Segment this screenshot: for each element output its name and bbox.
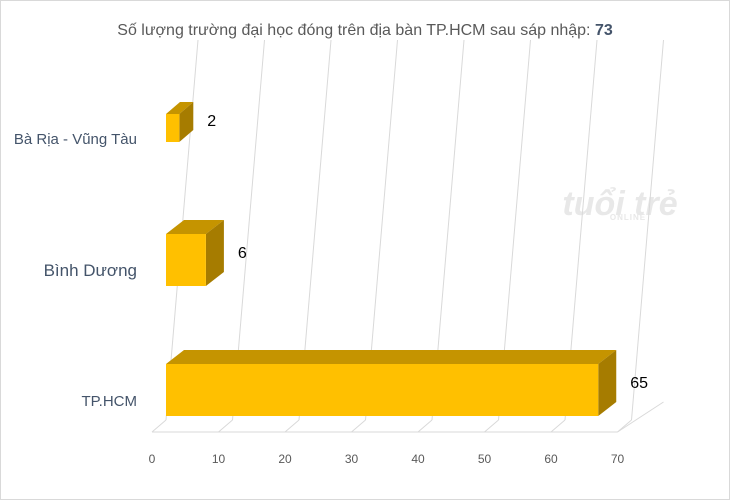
- chart-title-text: Số lượng trường đại học đóng trên địa bà…: [117, 22, 591, 39]
- bar-side-face: [205, 220, 224, 286]
- x-tick-label: 60: [544, 452, 558, 466]
- bar-top-face: [166, 350, 617, 364]
- bar: [166, 364, 599, 416]
- bar: [166, 114, 180, 142]
- chart-title-total: 73: [594, 22, 613, 39]
- grid-floor-line: [151, 419, 167, 433]
- watermark-sub-text: ONLINE: [610, 213, 646, 222]
- grid-floor-line: [218, 419, 233, 433]
- x-tick-label: 30: [345, 452, 359, 466]
- x-tick-label: 10: [212, 452, 226, 466]
- category-label: TP.HCM: [81, 393, 137, 410]
- x-tick-label: 70: [611, 452, 625, 466]
- grid-floor-line: [417, 419, 433, 433]
- x-tick-label: 20: [278, 452, 292, 466]
- grid-floor-line: [351, 419, 366, 433]
- chart-title: Số lượng trường đại học đóng trên địa bà…: [0, 22, 730, 40]
- x-tick-label: 40: [411, 452, 425, 466]
- grid-floor-line: [550, 419, 566, 433]
- data-label: 2: [207, 113, 216, 130]
- bar: [166, 234, 206, 286]
- gridline: [631, 39, 664, 421]
- x-tick-label: 50: [478, 452, 492, 466]
- floor-edge: [617, 401, 664, 433]
- data-label: 6: [238, 245, 247, 262]
- bar-top-face: [166, 102, 194, 114]
- watermark-text: tuổi trẻ: [562, 185, 677, 223]
- bar-side-face: [598, 350, 617, 416]
- x-tick-label: 0: [149, 452, 156, 466]
- bar-side-face: [179, 102, 194, 142]
- data-label: 65: [630, 375, 648, 392]
- category-label: Bình Dương: [44, 261, 137, 280]
- bar-top-face: [166, 220, 224, 234]
- grid-floor-line: [284, 419, 300, 433]
- category-label: Bà Rịa - Vũng Tàu: [14, 131, 137, 148]
- grid-floor-line: [484, 419, 499, 433]
